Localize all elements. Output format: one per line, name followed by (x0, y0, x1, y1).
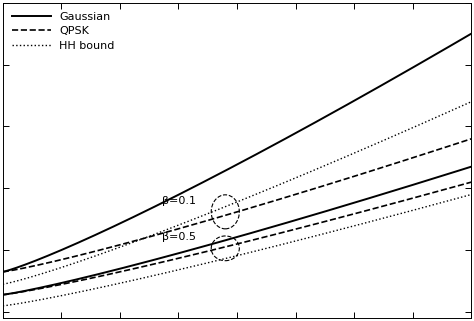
Text: β=0.1: β=0.1 (162, 196, 196, 206)
HH bound (222, 205, 228, 209)
QPSK (222, 213, 228, 217)
HH bound (384, 137, 390, 141)
Gaussian (384, 81, 390, 84)
Gaussian (225, 167, 231, 171)
Gaussian (468, 32, 474, 36)
Text: β=0.5: β=0.5 (162, 231, 196, 242)
QPSK (384, 164, 390, 168)
Gaussian (254, 152, 259, 156)
HH bound (457, 105, 463, 109)
HH bound (468, 100, 474, 104)
Gaussian (279, 139, 284, 143)
QPSK (279, 197, 284, 201)
Line: QPSK: QPSK (3, 139, 471, 272)
HH bound (254, 192, 259, 196)
Gaussian (0, 270, 6, 274)
HH bound (225, 204, 231, 207)
HH bound (0, 282, 6, 286)
QPSK (457, 141, 463, 144)
Line: Gaussian: Gaussian (3, 34, 471, 272)
Gaussian (457, 38, 463, 42)
QPSK (225, 213, 231, 216)
Line: HH bound: HH bound (3, 102, 471, 284)
QPSK (254, 204, 259, 208)
QPSK (468, 137, 474, 141)
HH bound (279, 182, 284, 186)
QPSK (0, 270, 6, 274)
Legend: Gaussian, QPSK, HH bound: Gaussian, QPSK, HH bound (7, 7, 119, 55)
Gaussian (222, 169, 228, 173)
